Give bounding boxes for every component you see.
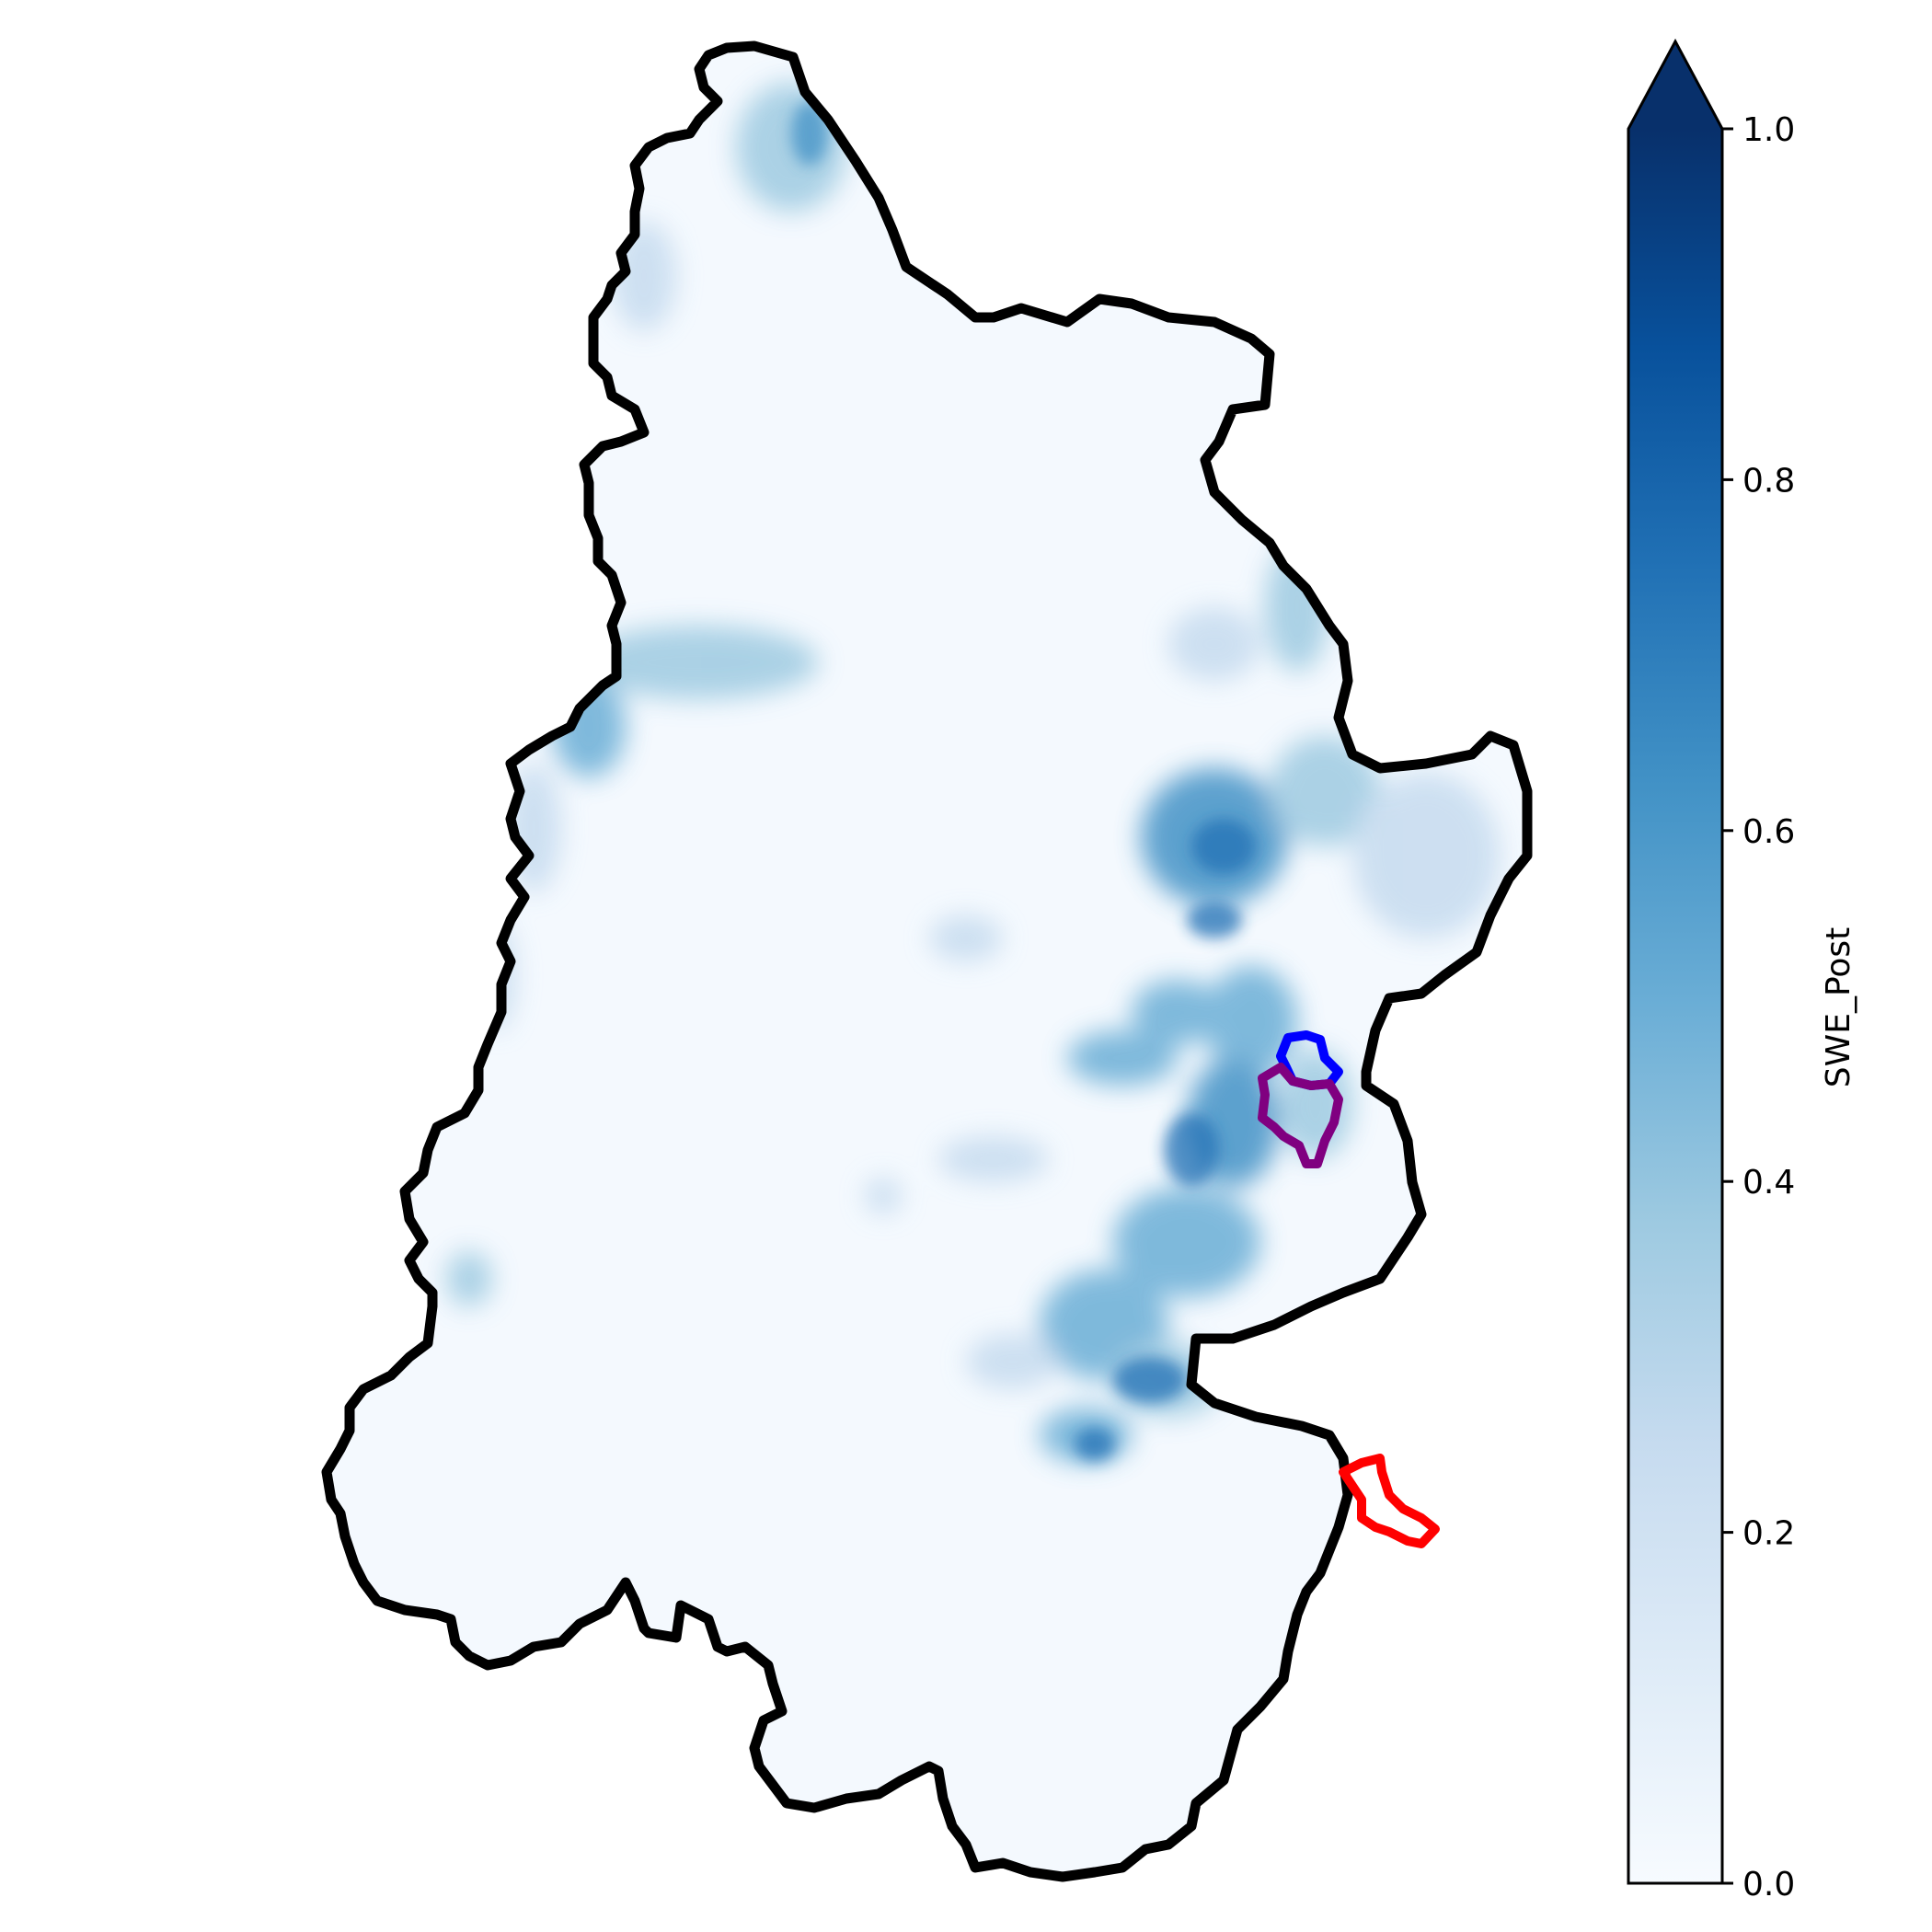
colorbar-extend-arrow — [1628, 41, 1722, 129]
subbasin-outline-purple — [1258, 1063, 1343, 1168]
colorbar-ticks: 0.0 0.2 0.4 0.6 0.8 1.0 — [1722, 111, 1795, 1903]
colorbar-label: SWE_Post — [1820, 927, 1857, 1088]
colorbar-ramp — [1628, 129, 1722, 1883]
colorbar-tick-label: 0.2 — [1742, 1515, 1795, 1553]
colorbar-tick-label: 0.6 — [1742, 813, 1795, 851]
colorbar-tick-label: 0.8 — [1742, 462, 1795, 500]
colorbar-tick-label: 0.0 — [1742, 1866, 1795, 1903]
colorbar-frame — [1627, 38, 1724, 1885]
colorbar: 0.0 0.2 0.4 0.6 0.8 1.0 SWE_Post — [1627, 38, 1857, 1903]
swe-raster — [327, 46, 1527, 1877]
basin-outline — [321, 40, 1533, 1882]
colorbar-tick-label: 1.0 — [1742, 111, 1795, 149]
subbasin-outline-red — [1339, 1454, 1440, 1548]
colorbar-tick-label: 0.4 — [1742, 1164, 1795, 1202]
